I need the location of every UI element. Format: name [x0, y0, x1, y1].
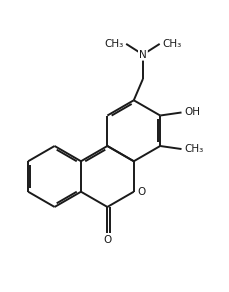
Text: CH₃: CH₃ — [161, 39, 181, 49]
Text: CH₃: CH₃ — [104, 39, 123, 49]
Text: N: N — [139, 50, 146, 60]
Text: CH₃: CH₃ — [183, 144, 202, 154]
Text: OH: OH — [183, 107, 199, 117]
Text: O: O — [137, 187, 145, 197]
Text: O: O — [103, 235, 111, 245]
